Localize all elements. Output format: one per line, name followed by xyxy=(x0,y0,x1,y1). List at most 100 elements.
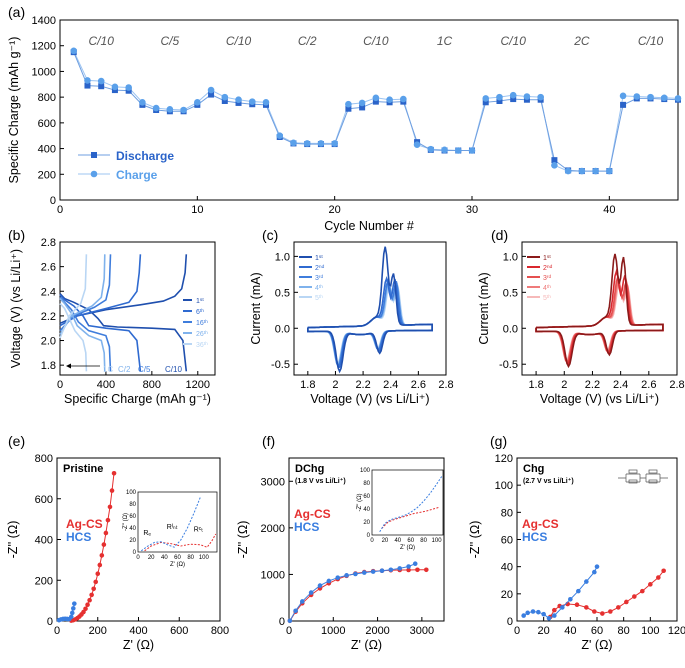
y-tick-label: 600 xyxy=(35,494,53,506)
legend-label: 2nd xyxy=(315,264,325,273)
y-tick-label: 80 xyxy=(501,507,513,519)
charge-point xyxy=(125,84,132,91)
hcs-point xyxy=(560,605,565,610)
hcs-point xyxy=(326,578,332,584)
y-tick-label: 1.0 xyxy=(275,251,290,263)
x-tick-label: 0 xyxy=(57,204,63,216)
cv-curve-3rd xyxy=(535,274,664,365)
discharge-point xyxy=(345,105,352,112)
panel-title: Pristine xyxy=(63,463,103,475)
y-tick-label: 100 xyxy=(495,480,513,492)
y-tick-label: 1400 xyxy=(32,15,56,27)
hcs-point xyxy=(353,571,358,577)
inset-agcs-curve xyxy=(381,506,440,529)
legend-agcs: Ag-CS xyxy=(66,517,103,531)
inset-x-tick: 20 xyxy=(148,555,155,561)
inset-y-tick: 20 xyxy=(363,520,370,526)
legend-label: 4th xyxy=(315,284,323,293)
charge-point xyxy=(84,77,91,84)
legend-discharge-label: Discharge xyxy=(116,149,174,163)
agcs-point xyxy=(105,517,111,523)
y-tick-label: 400 xyxy=(35,535,53,547)
charge-point xyxy=(194,98,201,106)
y-tick-label: 2.8 xyxy=(41,237,56,249)
y-tick-label: 2000 xyxy=(261,523,285,535)
legend-label: 5th xyxy=(543,294,551,303)
inset-x-tick: 0 xyxy=(370,538,374,544)
x-tick-label: 0 xyxy=(57,379,63,391)
inset-hcs-curve xyxy=(141,496,201,552)
inset-annotation: Rᴵₙₜ xyxy=(167,524,178,531)
y-tick-label: 1.8 xyxy=(41,360,56,372)
cv-curve-2nd xyxy=(535,268,664,365)
charge-point xyxy=(441,146,448,154)
x-tick-label: 600 xyxy=(170,625,188,637)
rate-annotation: C/5 xyxy=(138,365,151,374)
y-tick-label: 3000 xyxy=(261,476,285,488)
charge-point xyxy=(97,77,105,85)
charge-point xyxy=(111,83,119,91)
panel-label: (a) xyxy=(8,4,25,20)
charge-point xyxy=(345,100,352,108)
discharge-point xyxy=(496,98,503,104)
x-tick-label: 2 xyxy=(332,379,338,391)
inset-y-tick: 100 xyxy=(126,490,137,496)
agcs-point xyxy=(109,488,115,493)
plot-frame xyxy=(59,241,216,376)
agcs-point xyxy=(89,592,94,598)
panel-d: 1.8 2 2.2 2.4 2.6 2.8 -0.5 0.0 0.5 1.0 Voltage (V)… xyxy=(477,227,685,406)
inset-x-tick: 100 xyxy=(199,555,210,561)
hcs-point xyxy=(412,561,418,567)
agcs-point xyxy=(107,504,113,510)
y-axis-label: Voltage (V) (vs Li/Li⁺) xyxy=(9,249,23,368)
hcs-point xyxy=(344,573,349,578)
x-tick-label: 2.6 xyxy=(411,379,426,391)
hcs-point xyxy=(521,613,526,618)
y-tick-label: -0.5 xyxy=(271,359,290,371)
agcs-point xyxy=(103,530,109,536)
x-tick-label: 20 xyxy=(329,204,341,216)
inset-y-tick: 80 xyxy=(129,502,136,508)
legend-label: 1st xyxy=(315,254,323,263)
inset-hcs-curve xyxy=(379,476,443,533)
cv-curve-2nd xyxy=(306,276,434,368)
legend-label: 2nd xyxy=(543,264,553,273)
legend-label: 5th xyxy=(315,294,323,303)
charge-point xyxy=(166,106,174,113)
plot-frame xyxy=(293,241,447,376)
rate-annotation: C/2 xyxy=(118,365,131,374)
rate-label: C/5 xyxy=(161,34,180,48)
agcs-point xyxy=(600,611,605,616)
y-tick-label: 600 xyxy=(38,118,56,130)
legend-discharge-marker xyxy=(91,152,97,158)
plot-frame xyxy=(521,241,678,376)
agcs-point xyxy=(99,553,105,558)
discharge-curve-6th xyxy=(59,294,142,372)
legend-label: 4th xyxy=(543,284,551,293)
inset-x-tick: 80 xyxy=(187,555,194,561)
inset-y-tick: 60 xyxy=(363,494,370,500)
charge-point xyxy=(386,96,393,104)
y-tick-label: 0 xyxy=(507,616,513,628)
y-tick-label: 2.0 xyxy=(41,336,56,348)
legend-agcs: Ag-CS xyxy=(294,507,331,521)
x-axis-label: Z' (Ω) xyxy=(581,638,612,652)
inset-agcs-curve xyxy=(144,533,217,552)
hcs-point xyxy=(388,567,394,573)
charge-point xyxy=(139,98,146,106)
panel-label: (e) xyxy=(8,433,25,449)
agcs-point xyxy=(584,605,589,610)
charge-point xyxy=(482,95,490,102)
agcs-point xyxy=(661,568,666,574)
y-tick-label: 800 xyxy=(38,92,56,104)
x-axis-label: Z' (Ω) xyxy=(123,638,154,652)
inset-y-tick: 80 xyxy=(363,481,370,487)
charge-point xyxy=(537,93,544,101)
charge-point xyxy=(592,167,599,175)
hcs-line xyxy=(289,563,416,622)
rate-annotation: C/10 xyxy=(165,365,182,374)
y-axis-label: Current (mA) xyxy=(249,272,263,344)
charge-point xyxy=(262,98,270,106)
legend-label: 3rd xyxy=(315,274,324,283)
